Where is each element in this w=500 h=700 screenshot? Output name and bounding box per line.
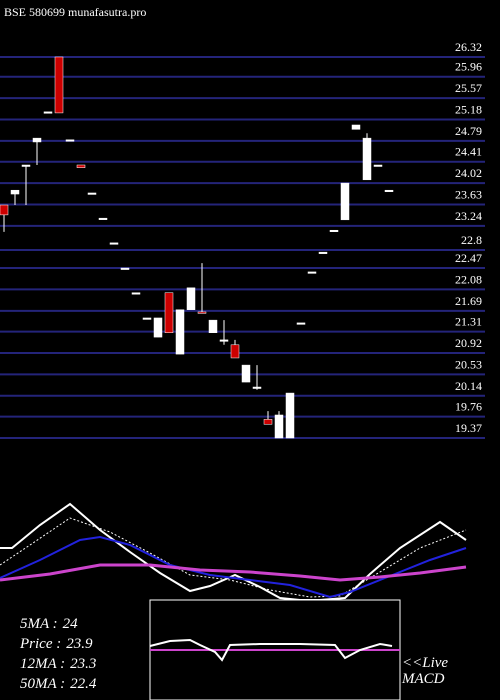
macd-label: MACD [401, 671, 445, 687]
y-tick-label: 20.14 [455, 379, 482, 393]
y-tick-label: 22.8 [461, 233, 482, 247]
y-tick-label: 25.96 [455, 60, 482, 74]
candle-body [131, 292, 141, 295]
y-tick-label: 19.76 [455, 400, 482, 414]
info-label: 12MA : [20, 656, 65, 672]
candle-body [65, 139, 75, 142]
candle-body [21, 164, 31, 167]
y-tick-label: 22.47 [455, 251, 482, 265]
info-value: 24 [63, 616, 79, 632]
y-tick-label: 23.24 [455, 209, 482, 223]
y-tick-label: 21.31 [455, 315, 482, 329]
candle-body [197, 311, 207, 314]
y-tick-label: 25.18 [455, 102, 482, 116]
y-tick-label: 24.79 [455, 124, 482, 138]
candle-body [263, 419, 273, 425]
candle-body [109, 242, 119, 245]
candle-body [54, 56, 64, 114]
ma-line [0, 535, 467, 599]
candle-body [164, 292, 174, 333]
candle-body [175, 309, 185, 355]
candle-body [252, 386, 262, 389]
y-tick-label: 20.53 [455, 357, 482, 371]
info-text: 12MA : 23.3 [20, 656, 96, 672]
candle-body [230, 344, 240, 359]
info-text: Price : 23.9 [19, 636, 93, 652]
candle-body [285, 392, 295, 439]
candle-body [340, 182, 350, 221]
candle-body [120, 267, 130, 270]
candle-body [351, 124, 361, 130]
info-text: 50MA : 22.4 [20, 676, 97, 692]
candle-body [373, 164, 383, 167]
macd-label: <<Live [402, 655, 448, 671]
info-label: Price : [19, 636, 61, 652]
y-tick-label: 25.57 [455, 81, 482, 95]
candle-body [76, 164, 86, 168]
candle-body [32, 137, 42, 143]
y-tick-label: 21.69 [455, 294, 482, 308]
info-label: 50MA : [20, 676, 65, 692]
candle-body [98, 217, 108, 220]
candle-body [87, 192, 97, 195]
candle-body [296, 322, 306, 325]
ma-line [0, 502, 467, 601]
y-tick-label: 24.02 [455, 166, 482, 180]
candle-body [186, 287, 196, 310]
info-value: 22.4 [70, 676, 97, 692]
candle-body [153, 317, 163, 338]
candle-body [384, 189, 394, 192]
info-label: 5MA : [20, 616, 58, 632]
y-tick-label: 24.41 [455, 145, 482, 159]
candle-body [43, 111, 53, 114]
y-tick-label: 19.37 [455, 421, 482, 435]
candle-body [142, 317, 152, 320]
candle-body [0, 204, 9, 216]
candle-body [318, 251, 328, 254]
ma-line [0, 563, 467, 582]
y-tick-label: 26.32 [455, 40, 482, 54]
macd-line [149, 638, 393, 662]
candle-body [362, 137, 372, 181]
info-text: 5MA : 24 [20, 616, 78, 632]
candle-body [219, 339, 229, 342]
y-tick-label: 22.08 [455, 272, 482, 286]
y-tick-label: 23.63 [455, 187, 482, 201]
chart-title: BSE 580699 munafasutra.pro [4, 5, 146, 19]
candle-body [208, 319, 218, 333]
moving-averages [0, 502, 467, 601]
y-tick-label: 20.92 [455, 336, 482, 350]
info-value: 23.3 [70, 656, 96, 672]
candle-body [329, 229, 339, 232]
info-value: 23.9 [66, 636, 93, 652]
candle-body [274, 414, 284, 439]
candle-body [307, 271, 317, 274]
ma-line [0, 517, 467, 598]
candle-body [10, 189, 20, 195]
candle-body [241, 364, 251, 383]
